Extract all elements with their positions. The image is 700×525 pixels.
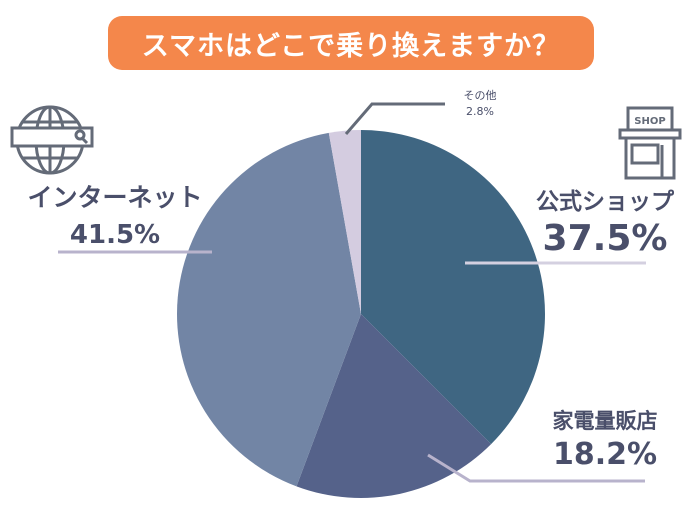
globe-search-icon xyxy=(10,105,94,175)
leader-lines xyxy=(58,102,646,483)
label-shop-name: 公式ショップ xyxy=(536,189,674,215)
shop-icon: SHOP xyxy=(618,106,682,180)
chart-title: スマホはどこで乗り換えますか？ xyxy=(108,16,594,70)
pie-slice-0 xyxy=(361,130,545,445)
pie-slice-1 xyxy=(296,314,492,498)
svg-text:SHOP: SHOP xyxy=(634,116,665,127)
pie-slice-3 xyxy=(328,130,361,314)
label-electronics-name: 家電量販店 xyxy=(552,409,658,433)
label-internet-value: 41.5% xyxy=(69,220,161,250)
label-shop: 公式ショップ 37.5% xyxy=(520,182,690,259)
label-other-name: その他 xyxy=(463,89,497,102)
label-electronics: 家電量販店 18.2% xyxy=(530,405,680,472)
pie-slice-2 xyxy=(177,132,361,487)
label-shop-value: 37.5% xyxy=(542,218,668,259)
label-other-value: 2.8% xyxy=(466,105,494,118)
label-other: その他 2.8% xyxy=(450,88,510,120)
label-electronics-value: 18.2% xyxy=(552,437,658,472)
label-internet: インターネット 41.5% xyxy=(20,178,210,250)
label-internet-name: インターネット xyxy=(27,183,203,212)
